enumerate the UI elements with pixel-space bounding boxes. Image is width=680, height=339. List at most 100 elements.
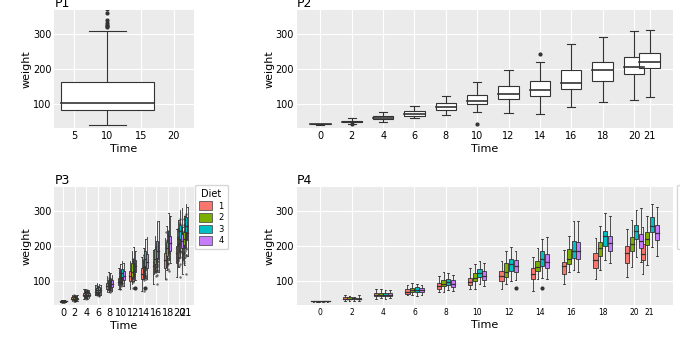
Point	[58, 299, 69, 304]
Point	[69, 295, 80, 301]
Point	[129, 271, 139, 277]
Point	[80, 293, 91, 299]
Point	[116, 268, 127, 273]
Point	[103, 283, 114, 288]
Bar	[100, 288, 101, 292]
Point	[138, 268, 149, 274]
Point	[105, 280, 116, 285]
Point	[92, 290, 103, 295]
Point	[56, 299, 67, 304]
Point	[70, 298, 81, 303]
Point	[151, 254, 162, 259]
Point	[58, 299, 69, 305]
Point	[91, 286, 102, 291]
Bar	[625, 246, 629, 263]
Text: P2: P2	[297, 0, 312, 10]
Point	[151, 253, 162, 259]
Point	[92, 290, 103, 295]
Point	[126, 276, 137, 282]
Point	[181, 230, 192, 235]
Point	[105, 283, 116, 289]
Point	[163, 249, 173, 255]
Bar	[83, 293, 84, 296]
Bar	[169, 236, 171, 251]
Point	[138, 272, 149, 278]
Point	[139, 257, 150, 262]
Point	[127, 275, 138, 281]
Point	[69, 296, 80, 302]
Point	[173, 242, 184, 248]
Bar	[343, 297, 347, 299]
Point	[91, 290, 102, 296]
Point	[179, 255, 190, 261]
Point	[80, 295, 91, 300]
Point	[105, 282, 116, 288]
Point	[163, 242, 173, 248]
Point	[69, 297, 80, 302]
Point	[152, 255, 163, 261]
Point	[151, 244, 162, 250]
Bar	[75, 298, 76, 299]
Point	[180, 246, 191, 251]
Point	[58, 299, 69, 304]
Point	[115, 269, 126, 275]
Bar	[504, 263, 509, 277]
Point	[105, 281, 116, 287]
Point	[116, 275, 127, 280]
Point	[150, 259, 160, 264]
Point	[129, 271, 139, 276]
Bar	[98, 287, 99, 293]
Bar	[143, 261, 144, 271]
Point	[105, 281, 116, 286]
Point	[116, 281, 126, 286]
Bar	[598, 242, 602, 256]
Bar	[95, 289, 96, 294]
Point	[163, 250, 174, 255]
Bar	[545, 254, 549, 268]
Point	[116, 281, 126, 287]
Point	[152, 267, 163, 273]
Point	[58, 299, 69, 304]
Point	[105, 288, 116, 294]
Point	[81, 293, 92, 298]
Point	[82, 291, 93, 297]
Point	[151, 244, 162, 250]
Point	[161, 255, 172, 260]
Bar	[97, 288, 98, 292]
Point	[175, 233, 186, 239]
Point	[128, 276, 139, 281]
Bar	[410, 288, 414, 292]
Point	[175, 238, 186, 243]
Bar	[316, 301, 320, 302]
Point	[161, 263, 172, 268]
Point	[103, 287, 114, 293]
Bar	[347, 297, 352, 299]
Point	[115, 278, 126, 283]
Point	[57, 299, 68, 304]
Point	[58, 299, 69, 304]
Point	[81, 287, 92, 293]
Bar	[135, 260, 136, 272]
Bar	[108, 280, 109, 286]
Point	[56, 298, 67, 304]
Point	[140, 263, 151, 268]
Bar	[106, 283, 107, 289]
Point	[92, 288, 103, 293]
Bar	[123, 271, 124, 280]
Point	[129, 264, 139, 269]
Point	[82, 293, 92, 298]
Point	[139, 260, 150, 266]
Point	[58, 299, 69, 304]
Bar	[184, 232, 185, 245]
Bar	[86, 294, 88, 296]
Point	[71, 296, 82, 301]
Point	[174, 249, 185, 255]
Bar	[182, 244, 183, 260]
Point	[173, 237, 184, 242]
Bar	[120, 273, 121, 281]
Point	[128, 267, 139, 272]
Bar	[177, 237, 179, 251]
Point	[175, 261, 186, 267]
Point	[117, 272, 128, 277]
Point	[56, 299, 67, 304]
